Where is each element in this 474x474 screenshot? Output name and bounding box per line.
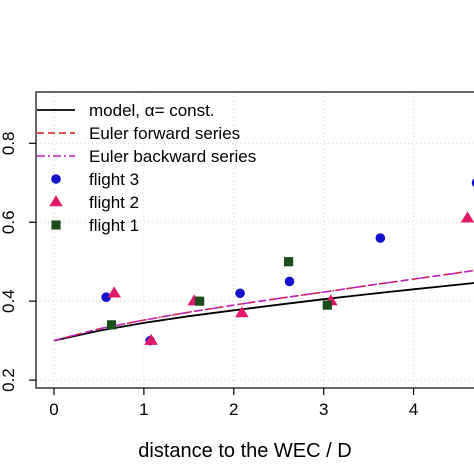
data-point-flight-3 [375, 233, 386, 243]
data-point-flight-2 [460, 211, 474, 223]
legend-swatch-flight-1 [51, 220, 61, 230]
x-axis: 0 1 2 3 4 [49, 388, 418, 419]
x-tick-label: 3 [319, 400, 328, 419]
legend-swatch-flight-2 [49, 195, 63, 207]
legend-label-flight-3: flight 3 [89, 170, 139, 189]
series-line-model-const [53, 282, 474, 342]
x-tick-label: 1 [139, 400, 148, 419]
data-point-flight-1 [106, 320, 117, 330]
series-layer [53, 178, 474, 346]
data-point-flight-2 [144, 333, 158, 345]
y-tick-label: 0.8 [0, 131, 18, 155]
grid [36, 92, 474, 388]
y-axis: 0.2 0.4 0.6 0.8 [0, 131, 36, 392]
legend-label-model-const: model, α= const. [89, 101, 215, 120]
plot-frame [35, 91, 474, 389]
legend: model, α= const. Euler forward series Eule… [37, 101, 256, 235]
data-point-flight-1 [322, 300, 332, 310]
data-point-flight-3 [101, 292, 111, 303]
series-line-euler-backward-series [53, 269, 474, 342]
data-point-flight-2 [235, 306, 249, 318]
data-point-flight-3 [235, 288, 245, 299]
data-point-flight-2 [107, 286, 122, 298]
plot-border [35, 91, 474, 389]
legend-label-flight-2: flight 2 [89, 193, 139, 212]
data-point-flight-3 [284, 276, 295, 287]
data-point-flight-3 [471, 178, 474, 187]
legend-label-euler-forward-series: Euler forward series [89, 124, 240, 143]
y-tick-label: 0.4 [0, 289, 18, 313]
data-point-flight-1 [284, 257, 294, 267]
y-tick-label: 0.2 [0, 368, 18, 392]
legend-label-flight-1: flight 1 [89, 216, 139, 235]
series-line-euler-forward-series [53, 269, 474, 342]
legend-label-euler-backward-series: Euler backward series [89, 147, 256, 166]
x-tick-label: 2 [229, 400, 238, 419]
data-point-flight-1 [195, 296, 205, 306]
x-tick-label: 0 [49, 400, 58, 419]
legend-swatch-flight-3 [51, 174, 61, 184]
x-tick-label: 4 [409, 400, 418, 419]
x-axis-title: distance to the WEC / D [138, 440, 351, 462]
y-tick-label: 0.6 [0, 210, 18, 234]
